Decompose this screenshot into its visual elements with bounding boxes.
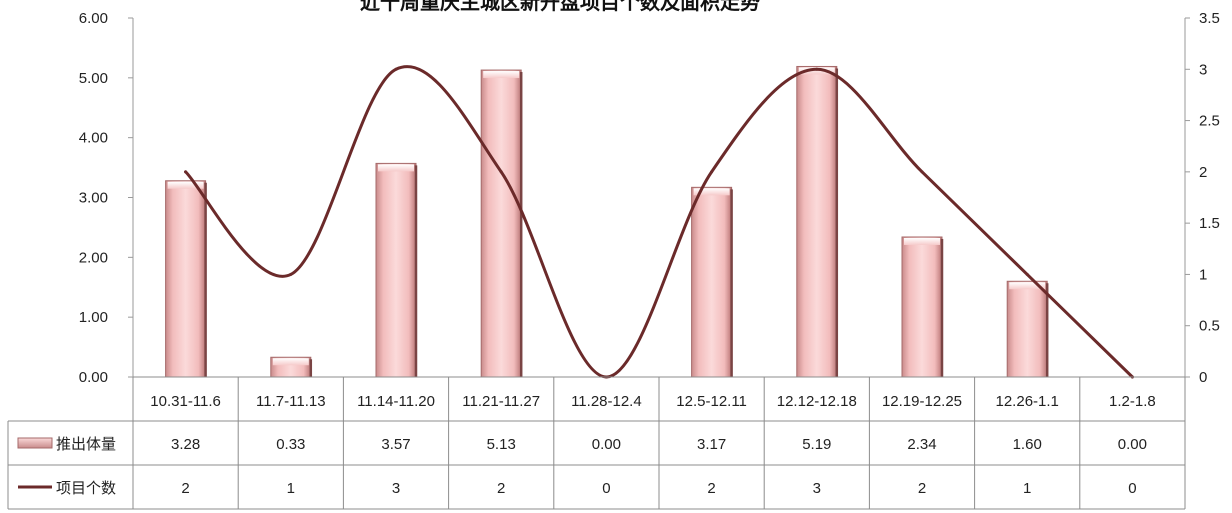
left-axis-tick-label: 5.00 bbox=[79, 70, 108, 87]
bar-11.21-11.27 bbox=[480, 69, 522, 378]
table-cell-bar-value: 0.00 bbox=[1118, 436, 1147, 453]
table-cell-bar-value: 5.19 bbox=[802, 436, 831, 453]
bar-12.26-1.1 bbox=[1006, 280, 1048, 378]
legend-swatch-bar bbox=[17, 437, 53, 449]
bar-11.14-11.20 bbox=[375, 162, 417, 378]
table-cell-bar-value: 0.33 bbox=[276, 436, 305, 453]
data-table: 10.31-11.6 11.7-11.13 11.14-11.20 11.21-11.… bbox=[7, 376, 1186, 510]
x-tick-label: 12.12-12.18 bbox=[777, 393, 857, 410]
table-cell-line-value: 3 bbox=[813, 480, 821, 497]
bar-12.12-12.18 bbox=[796, 65, 838, 378]
bar-highlight bbox=[798, 67, 835, 75]
table-cell-line-value: 2 bbox=[707, 480, 715, 497]
table-cell-bar-value: 3.28 bbox=[171, 436, 200, 453]
bar-highlight bbox=[693, 188, 730, 196]
table-cell-bar-value: 2.34 bbox=[907, 436, 936, 453]
line-point-11.14-11.20 bbox=[394, 67, 398, 71]
table-cell-line-value: 1 bbox=[287, 480, 295, 497]
x-tick-label: 12.26-1.1 bbox=[996, 393, 1059, 410]
line-point-12.12-12.18 bbox=[815, 67, 819, 71]
left-axis-tick-label: 0.00 bbox=[79, 369, 108, 386]
left-axis-tick-label: 1.00 bbox=[79, 309, 108, 326]
table-cell-line-value: 0 bbox=[602, 480, 610, 497]
legend-label-bar: 推出体量 bbox=[56, 436, 116, 453]
bar-highlight bbox=[167, 181, 204, 189]
bar-10.31-11.6 bbox=[165, 180, 207, 378]
table-cell-bar-value: 1.60 bbox=[1013, 436, 1042, 453]
right-axis-tick-label: 0 bbox=[1199, 369, 1207, 386]
table-cell-line-value: 3 bbox=[392, 480, 400, 497]
left-axis-tick-label: 4.00 bbox=[79, 130, 108, 147]
bar-highlight bbox=[1009, 282, 1046, 290]
table-cell-line-value: 2 bbox=[497, 480, 505, 497]
x-tick-label: 12.19-12.25 bbox=[882, 393, 962, 410]
left-axis-tick-label: 2.00 bbox=[79, 249, 108, 266]
line-point-11.21-11.27 bbox=[499, 170, 503, 174]
right-axis-tick-label: 0.5 bbox=[1199, 318, 1220, 335]
line-point-12.26-1.1 bbox=[1025, 272, 1029, 276]
bar-12.5-12.11 bbox=[691, 186, 733, 378]
line-series bbox=[184, 65, 1134, 379]
x-tick-label: 10.31-11.6 bbox=[150, 393, 221, 410]
bar-series bbox=[165, 65, 1049, 378]
right-axis-tick-label: 3.5 bbox=[1199, 10, 1220, 27]
bar-highlight bbox=[904, 237, 940, 245]
line-point-11.7-11.13 bbox=[289, 272, 293, 276]
bar-highlight bbox=[378, 164, 414, 172]
table-cell-bar-value: 3.57 bbox=[381, 436, 410, 453]
table-cell-line-value: 2 bbox=[918, 480, 926, 497]
bar-highlight bbox=[483, 71, 520, 79]
left-axis-tick-label: 3.00 bbox=[79, 190, 108, 207]
right-axis-tick-label: 3 bbox=[1199, 61, 1207, 78]
right-axis-tick-label: 2 bbox=[1199, 164, 1207, 181]
right-axis-tick-label: 1.5 bbox=[1199, 215, 1220, 232]
left-axis-tick-label: 6.00 bbox=[79, 10, 108, 27]
x-tick-label: 12.5-12.11 bbox=[676, 393, 747, 410]
line-point-12.19-12.25 bbox=[920, 170, 924, 174]
table-cell-line-value: 0 bbox=[1128, 480, 1136, 497]
x-tick-label: 11.7-11.13 bbox=[256, 393, 326, 410]
x-tick-label: 11.28-12.4 bbox=[571, 393, 642, 410]
x-tick-label: 11.21-11.27 bbox=[462, 393, 540, 410]
right-axis-tick-label: 1 bbox=[1199, 266, 1207, 283]
table-cell-bar-value: 3.17 bbox=[697, 436, 726, 453]
chart-title: 近十周重庆主城区新开盘项目个数及面积走势 bbox=[360, 0, 760, 14]
right-axis-tick-label: 2.5 bbox=[1199, 113, 1220, 130]
x-tick-label: 1.2-1.8 bbox=[1109, 393, 1156, 410]
line-point-12.5-12.11 bbox=[710, 170, 714, 174]
project-count-line bbox=[184, 65, 1134, 379]
bar-highlight bbox=[272, 358, 309, 366]
table-cell-line-value: 2 bbox=[181, 480, 189, 497]
legend-label-line: 项目个数 bbox=[56, 480, 116, 497]
table-cell-bar-value: 0.00 bbox=[592, 436, 621, 453]
x-tick-label: 11.14-11.20 bbox=[357, 393, 435, 410]
table-cell-line-value: 1 bbox=[1023, 480, 1031, 497]
line-point-10.31-11.6 bbox=[184, 170, 188, 174]
table-cell-bar-value: 5.13 bbox=[487, 436, 516, 453]
bar-12.19-12.25 bbox=[901, 236, 943, 378]
